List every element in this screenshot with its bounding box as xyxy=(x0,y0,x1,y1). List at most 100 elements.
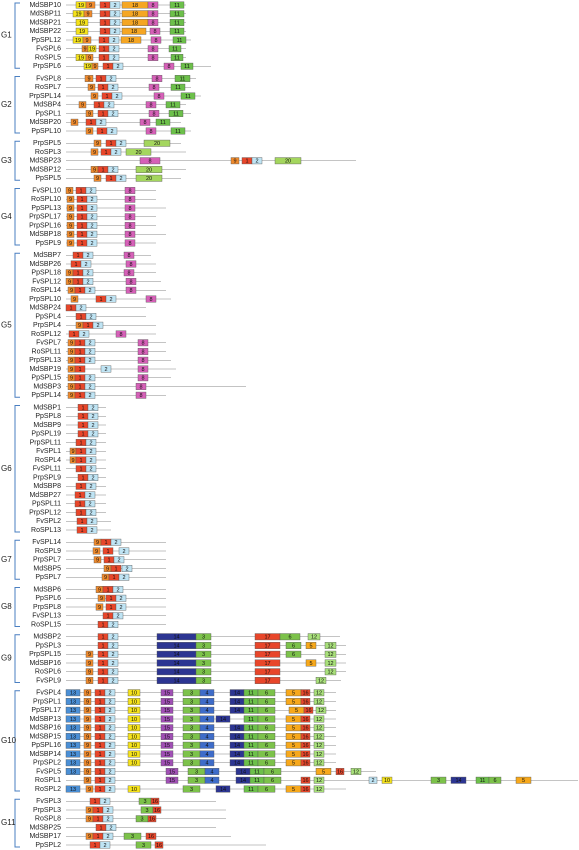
motif-label: 3 xyxy=(190,699,193,705)
motif-box xyxy=(124,239,136,247)
motif-label: 9 xyxy=(68,188,71,194)
motif-box xyxy=(92,547,101,555)
motif-label: 9 xyxy=(71,449,74,455)
motif-label: 8 xyxy=(141,376,144,382)
motif-label: 2 xyxy=(89,510,92,516)
motif-box xyxy=(153,92,165,100)
motif-label: 4 xyxy=(205,734,208,740)
motif-label: 9 xyxy=(69,215,72,221)
motif-box xyxy=(87,83,96,91)
motif-box xyxy=(285,650,302,658)
motif-label: 1 xyxy=(109,596,112,602)
motif-box xyxy=(108,54,120,61)
motif-box xyxy=(257,706,276,714)
group-label: G9 xyxy=(1,654,12,663)
motif-box xyxy=(100,365,112,373)
motif-label: 1 xyxy=(76,271,79,277)
motif-box xyxy=(125,148,152,156)
motif-box xyxy=(104,698,116,705)
motif-label: 8 xyxy=(151,12,154,18)
motif-label: 12 xyxy=(353,769,359,775)
motif-label: 2 xyxy=(108,761,111,767)
motif-label: 6 xyxy=(265,734,268,740)
motif-label: 18 xyxy=(132,12,138,18)
motif-label: 11 xyxy=(248,752,254,758)
motif-label: 2 xyxy=(114,540,117,546)
motif-box xyxy=(368,776,378,784)
motif-box xyxy=(154,841,164,849)
motif-label: 1 xyxy=(114,566,117,572)
gene-name: RoSPL6 xyxy=(35,669,61,676)
motif-box xyxy=(127,689,141,697)
motif-box xyxy=(195,633,212,641)
motif-label: 1 xyxy=(79,458,82,464)
motif-label: 2 xyxy=(90,519,93,525)
motif-box xyxy=(254,650,281,658)
motif-box xyxy=(324,650,337,658)
motif-box xyxy=(160,706,174,714)
motif-box xyxy=(147,10,159,18)
motif-label: 2 xyxy=(111,85,114,91)
motif-label: 9 xyxy=(106,566,109,572)
motif-label: 20 xyxy=(285,159,291,165)
motif-label: 9 xyxy=(70,384,73,390)
motif-label: 12 xyxy=(316,717,322,723)
motif-label: 3 xyxy=(190,708,193,714)
motif-label: 12 xyxy=(316,778,322,784)
gene-name: MdSBP13 xyxy=(29,716,61,723)
motif-label: 9 xyxy=(86,769,89,775)
gene-name: PpSPL3 xyxy=(35,642,61,649)
motif-label: 10 xyxy=(131,691,137,697)
motif-label: 1 xyxy=(109,141,112,147)
motif-box xyxy=(160,724,174,732)
motif-label: 9 xyxy=(85,38,88,44)
group-label: G2 xyxy=(1,100,12,109)
motif-box xyxy=(65,750,81,758)
motif-label: 6 xyxy=(265,752,268,758)
motif-box xyxy=(313,715,325,723)
motif-label: 16 xyxy=(302,761,308,767)
motif-label: 1 xyxy=(78,384,81,390)
motif-box xyxy=(148,110,160,117)
gene-name: PrpSPL7 xyxy=(33,557,61,564)
motif-label: 14 xyxy=(455,778,461,784)
motif-box xyxy=(107,677,119,684)
motif-label: 10 xyxy=(131,726,137,732)
motif-label: 9 xyxy=(68,279,71,285)
group-label: G11 xyxy=(1,818,16,827)
motif-box xyxy=(279,633,301,641)
motif-box xyxy=(174,75,191,82)
group-bracket xyxy=(14,76,20,134)
motif-box xyxy=(112,62,124,70)
motif-label: 9 xyxy=(86,708,89,714)
motif-label: 3 xyxy=(143,799,146,805)
motif-box xyxy=(93,139,102,147)
motif-label: 5 xyxy=(292,752,295,758)
motif-label: 11 xyxy=(185,94,191,100)
motif-label: 8 xyxy=(128,223,131,229)
motif-label: 2 xyxy=(111,111,114,117)
motif-label: 11 xyxy=(174,3,180,9)
motif-label: 4 xyxy=(205,761,208,767)
motif-box xyxy=(82,251,94,259)
motif-box xyxy=(87,404,99,411)
group-bracket xyxy=(14,690,20,792)
motif-box xyxy=(107,650,119,658)
motif-label: 11 xyxy=(248,734,254,740)
motif-label: 13 xyxy=(70,717,76,723)
motif-label: 1 xyxy=(98,734,101,740)
motif-label: 1 xyxy=(81,475,84,481)
motif-box xyxy=(160,689,174,697)
motif-box xyxy=(147,54,159,61)
motif-box xyxy=(135,383,147,390)
group-label: G5 xyxy=(1,320,12,329)
motif-label: 1 xyxy=(105,94,108,100)
motif-box xyxy=(87,474,99,481)
motif-label: 4 xyxy=(210,778,213,784)
motif-box xyxy=(257,689,276,697)
motif-label: 2 xyxy=(90,241,93,247)
motif-box xyxy=(125,278,137,285)
motif-label: 2 xyxy=(371,778,374,784)
motif-label: 18 xyxy=(132,20,138,26)
